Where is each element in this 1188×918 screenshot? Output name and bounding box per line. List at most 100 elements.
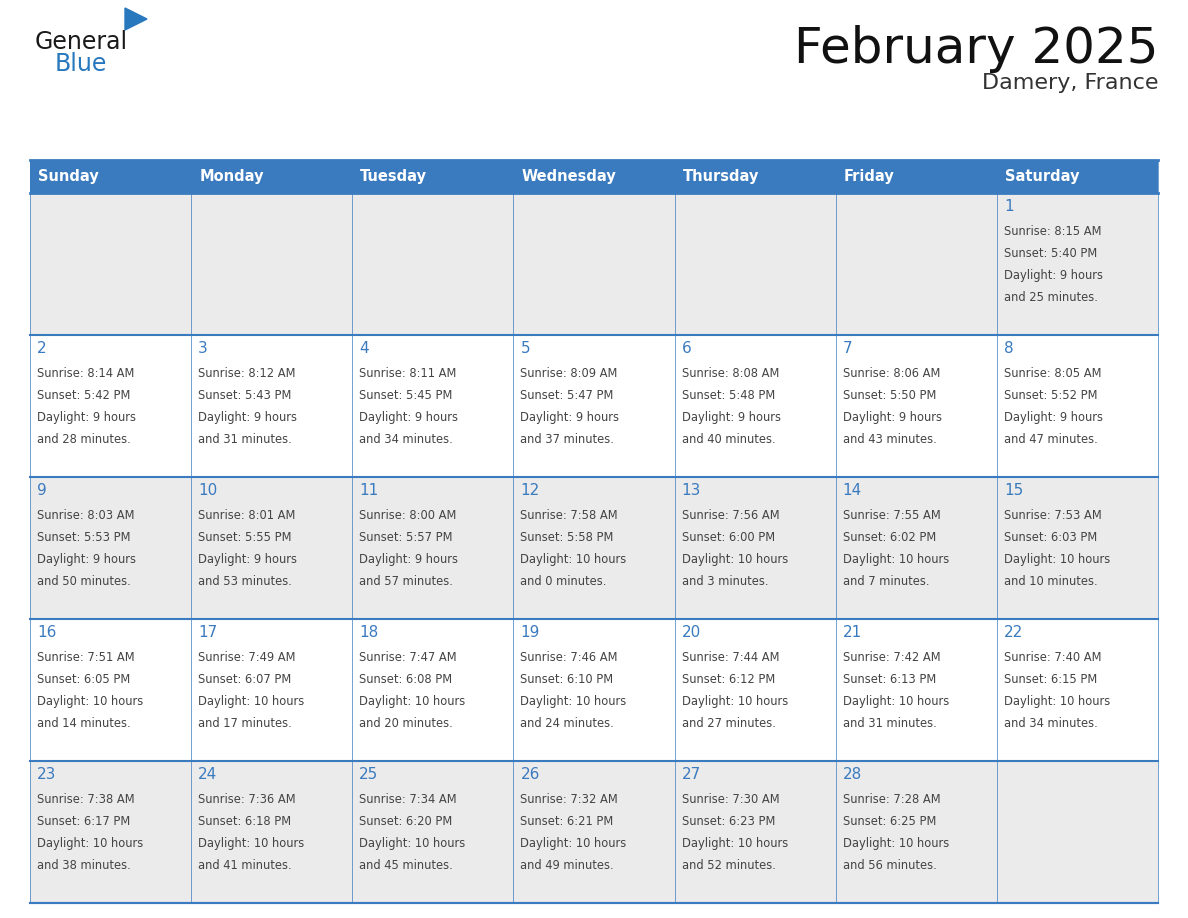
- Text: Sunrise: 7:40 AM: Sunrise: 7:40 AM: [1004, 651, 1101, 664]
- Text: Sunset: 6:00 PM: Sunset: 6:00 PM: [682, 531, 775, 544]
- Text: and 37 minutes.: and 37 minutes.: [520, 433, 614, 446]
- Text: Sunset: 5:48 PM: Sunset: 5:48 PM: [682, 389, 775, 402]
- Text: Sunrise: 7:42 AM: Sunrise: 7:42 AM: [842, 651, 941, 664]
- Text: Sunrise: 7:36 AM: Sunrise: 7:36 AM: [198, 793, 296, 806]
- Text: Daylight: 9 hours: Daylight: 9 hours: [1004, 269, 1102, 282]
- Text: 12: 12: [520, 483, 539, 498]
- Text: Sunset: 5:53 PM: Sunset: 5:53 PM: [37, 531, 131, 544]
- Bar: [513, 193, 675, 335]
- Text: and 34 minutes.: and 34 minutes.: [359, 433, 453, 446]
- Bar: [353, 761, 513, 903]
- Text: Sunset: 5:43 PM: Sunset: 5:43 PM: [198, 389, 291, 402]
- Text: Daylight: 10 hours: Daylight: 10 hours: [37, 695, 144, 708]
- Bar: [835, 761, 997, 903]
- Text: Daylight: 9 hours: Daylight: 9 hours: [37, 553, 135, 566]
- Text: Daylight: 10 hours: Daylight: 10 hours: [37, 837, 144, 850]
- Text: Daylight: 10 hours: Daylight: 10 hours: [359, 837, 466, 850]
- Text: Sunrise: 7:55 AM: Sunrise: 7:55 AM: [842, 509, 941, 522]
- Text: Sunrise: 8:11 AM: Sunrise: 8:11 AM: [359, 367, 456, 380]
- Bar: [353, 193, 513, 335]
- Text: Sunset: 5:40 PM: Sunset: 5:40 PM: [1004, 247, 1097, 260]
- Text: Sunset: 5:42 PM: Sunset: 5:42 PM: [37, 389, 131, 402]
- Text: and 53 minutes.: and 53 minutes.: [198, 575, 292, 588]
- Bar: [353, 477, 513, 619]
- Bar: [353, 619, 513, 761]
- Text: Sunrise: 7:49 AM: Sunrise: 7:49 AM: [198, 651, 296, 664]
- Text: and 38 minutes.: and 38 minutes.: [37, 859, 131, 872]
- Bar: [30, 160, 1158, 193]
- Text: Daylight: 10 hours: Daylight: 10 hours: [520, 553, 627, 566]
- Text: and 0 minutes.: and 0 minutes.: [520, 575, 607, 588]
- Text: Sunset: 6:02 PM: Sunset: 6:02 PM: [842, 531, 936, 544]
- Bar: [513, 761, 675, 903]
- Text: Daylight: 10 hours: Daylight: 10 hours: [842, 553, 949, 566]
- Text: February 2025: February 2025: [794, 25, 1158, 73]
- Text: Sunset: 6:13 PM: Sunset: 6:13 PM: [842, 673, 936, 686]
- Text: and 34 minutes.: and 34 minutes.: [1004, 717, 1098, 730]
- Text: Sunrise: 8:00 AM: Sunrise: 8:00 AM: [359, 509, 456, 522]
- Text: Sunrise: 8:15 AM: Sunrise: 8:15 AM: [1004, 225, 1101, 238]
- Text: and 24 minutes.: and 24 minutes.: [520, 717, 614, 730]
- Text: Daylight: 10 hours: Daylight: 10 hours: [520, 837, 627, 850]
- Text: Sunrise: 8:08 AM: Sunrise: 8:08 AM: [682, 367, 779, 380]
- Bar: [675, 477, 835, 619]
- Text: and 27 minutes.: and 27 minutes.: [682, 717, 776, 730]
- Text: General: General: [34, 30, 128, 54]
- Bar: [675, 761, 835, 903]
- Bar: [30, 619, 191, 761]
- Text: Sunrise: 7:46 AM: Sunrise: 7:46 AM: [520, 651, 618, 664]
- Text: Daylight: 10 hours: Daylight: 10 hours: [682, 553, 788, 566]
- Text: 17: 17: [198, 625, 217, 640]
- Text: Daylight: 9 hours: Daylight: 9 hours: [682, 411, 781, 424]
- Bar: [675, 335, 835, 477]
- Text: 26: 26: [520, 767, 539, 782]
- Bar: [835, 193, 997, 335]
- Text: and 52 minutes.: and 52 minutes.: [682, 859, 776, 872]
- Text: 24: 24: [198, 767, 217, 782]
- Text: and 56 minutes.: and 56 minutes.: [842, 859, 936, 872]
- Text: 25: 25: [359, 767, 379, 782]
- Text: Daylight: 10 hours: Daylight: 10 hours: [842, 837, 949, 850]
- Bar: [353, 335, 513, 477]
- Text: Tuesday: Tuesday: [360, 169, 428, 184]
- Text: and 7 minutes.: and 7 minutes.: [842, 575, 929, 588]
- Text: Sunset: 6:08 PM: Sunset: 6:08 PM: [359, 673, 453, 686]
- Bar: [513, 477, 675, 619]
- Text: Sunrise: 7:47 AM: Sunrise: 7:47 AM: [359, 651, 457, 664]
- Bar: [835, 477, 997, 619]
- Bar: [997, 335, 1158, 477]
- Text: 15: 15: [1004, 483, 1023, 498]
- Text: 11: 11: [359, 483, 379, 498]
- Text: 23: 23: [37, 767, 56, 782]
- Text: Sunrise: 8:14 AM: Sunrise: 8:14 AM: [37, 367, 134, 380]
- Text: and 28 minutes.: and 28 minutes.: [37, 433, 131, 446]
- Text: 9: 9: [37, 483, 46, 498]
- Text: Daylight: 9 hours: Daylight: 9 hours: [359, 411, 459, 424]
- Text: Sunset: 6:25 PM: Sunset: 6:25 PM: [842, 815, 936, 828]
- Text: Daylight: 10 hours: Daylight: 10 hours: [682, 695, 788, 708]
- Text: Daylight: 10 hours: Daylight: 10 hours: [1004, 695, 1110, 708]
- Text: 3: 3: [198, 341, 208, 356]
- Text: Friday: Friday: [843, 169, 895, 184]
- Bar: [30, 335, 191, 477]
- Text: 8: 8: [1004, 341, 1013, 356]
- Text: Sunset: 5:58 PM: Sunset: 5:58 PM: [520, 531, 614, 544]
- Text: 21: 21: [842, 625, 862, 640]
- Text: Thursday: Thursday: [683, 169, 759, 184]
- Bar: [997, 477, 1158, 619]
- Bar: [997, 193, 1158, 335]
- Text: Sunset: 6:05 PM: Sunset: 6:05 PM: [37, 673, 131, 686]
- Text: and 14 minutes.: and 14 minutes.: [37, 717, 131, 730]
- Bar: [675, 619, 835, 761]
- Text: Damery, France: Damery, France: [981, 73, 1158, 93]
- Bar: [997, 761, 1158, 903]
- Text: Sunset: 5:47 PM: Sunset: 5:47 PM: [520, 389, 614, 402]
- Bar: [191, 335, 353, 477]
- Text: Sunset: 6:20 PM: Sunset: 6:20 PM: [359, 815, 453, 828]
- Text: Sunrise: 7:58 AM: Sunrise: 7:58 AM: [520, 509, 618, 522]
- Text: Monday: Monday: [200, 169, 264, 184]
- Text: 19: 19: [520, 625, 539, 640]
- Bar: [191, 193, 353, 335]
- Text: Sunset: 6:15 PM: Sunset: 6:15 PM: [1004, 673, 1097, 686]
- Text: Sunrise: 8:03 AM: Sunrise: 8:03 AM: [37, 509, 134, 522]
